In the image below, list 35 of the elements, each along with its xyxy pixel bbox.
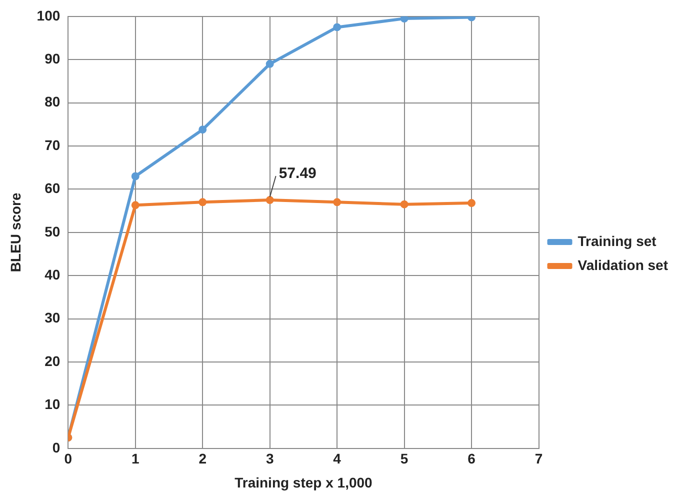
point [400,16,408,23]
point [333,23,342,32]
point [468,199,476,208]
point [198,126,207,134]
y-tick-label: 10 [44,396,60,412]
legend-label: Validation set [578,256,668,273]
annotation: 57.49 [278,165,316,182]
x-tick-label: 7 [534,450,543,467]
x-tick-label: 5 [400,450,408,467]
point [333,198,342,206]
y-tick-label: 30 [44,310,60,326]
y-tick-label: 20 [44,352,60,369]
point [266,60,274,68]
y-tick-label: 60 [44,180,60,196]
y-tick-label: 40 [44,266,60,282]
y-tick-label: 100 [36,7,60,24]
y-tick-label: 90 [44,50,60,66]
y-tick-label: 50 [44,223,60,240]
point [131,201,140,210]
point [400,200,408,208]
x-tick-label: 4 [333,450,342,467]
x-axis-title: Training step x 1,000 [234,474,373,490]
legend-label: Training set [578,232,657,249]
x-tick-label: 3 [266,450,274,467]
y-tick-label: 70 [44,136,60,153]
x-tick-label: 2 [198,450,207,467]
x-tick-label: 1 [131,450,140,467]
x-tick-label: 6 [468,450,476,467]
point [198,198,207,206]
y-axis-title: BLEU score [7,192,24,272]
y-tick-label: 80 [44,94,60,110]
point [266,196,274,204]
point [131,172,140,180]
x-tick-label: 0 [64,450,72,467]
y-tick-label: 0 [52,439,60,456]
